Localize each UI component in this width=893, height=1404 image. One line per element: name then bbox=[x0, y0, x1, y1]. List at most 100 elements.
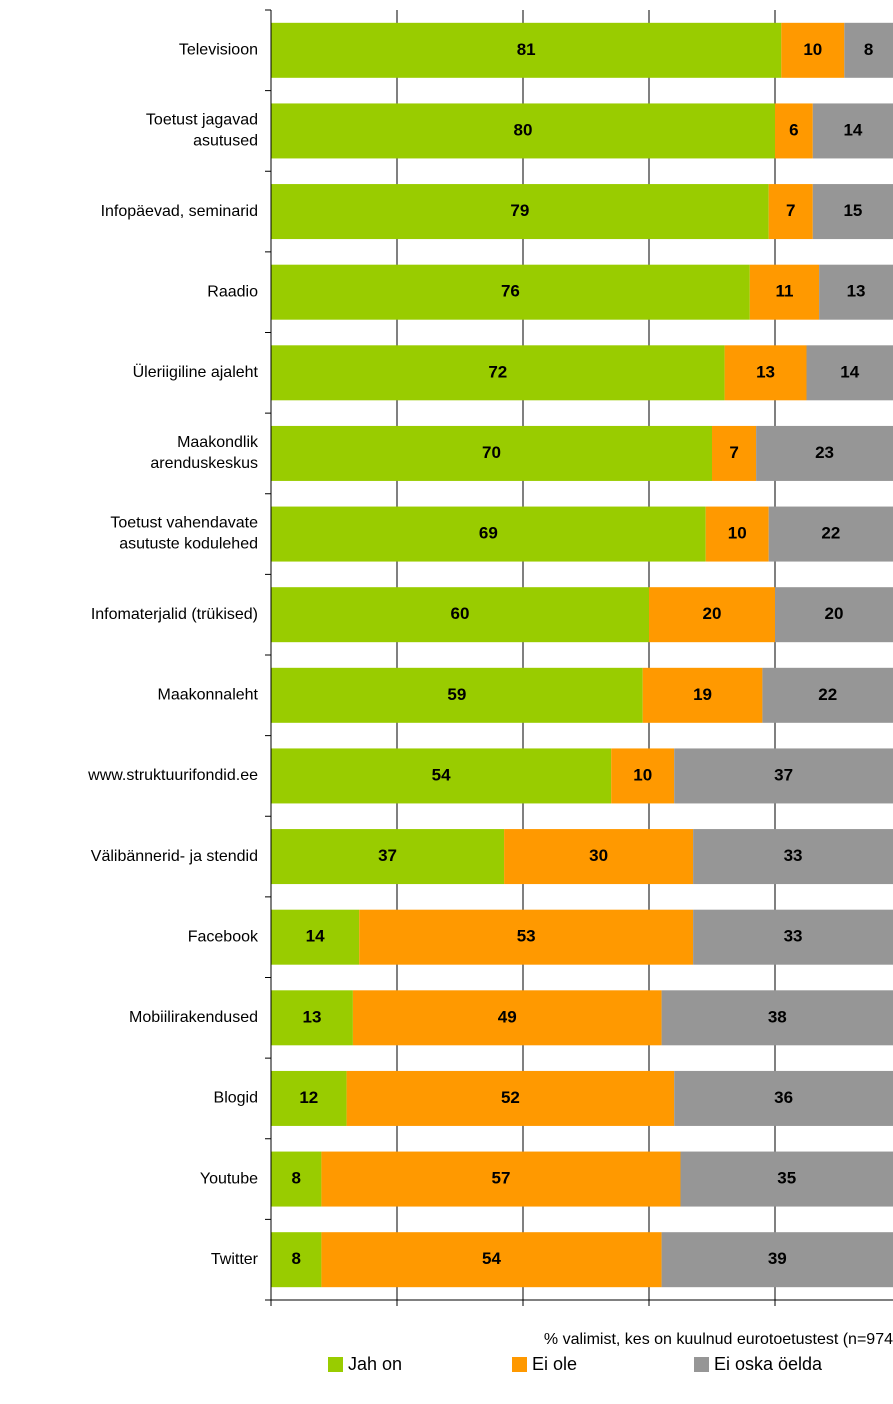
bar-segment bbox=[271, 748, 612, 804]
legend-swatch bbox=[328, 1357, 343, 1372]
value-label: 7 bbox=[729, 443, 738, 462]
bar-segment bbox=[674, 1070, 893, 1126]
value-label: 37 bbox=[774, 765, 793, 784]
bar-segment bbox=[806, 345, 893, 401]
value-label: 7 bbox=[786, 201, 795, 220]
bar-segment bbox=[775, 103, 813, 159]
value-label: 15 bbox=[843, 201, 862, 220]
value-label: 76 bbox=[501, 282, 520, 301]
y-tick-label: Blogid bbox=[214, 1090, 258, 1107]
value-label: 57 bbox=[491, 1169, 510, 1188]
bar-segment bbox=[661, 990, 893, 1046]
value-label: 13 bbox=[302, 1007, 321, 1026]
value-label: 12 bbox=[299, 1088, 318, 1107]
bar-segment bbox=[693, 829, 893, 885]
bar-segment bbox=[768, 506, 893, 562]
value-label: 14 bbox=[840, 362, 859, 381]
value-label: 8 bbox=[291, 1249, 300, 1268]
bar-segment bbox=[768, 184, 813, 240]
bar-segment bbox=[321, 1151, 681, 1207]
value-label: 14 bbox=[843, 120, 862, 139]
bar-segment bbox=[504, 829, 694, 885]
value-label: 81 bbox=[517, 40, 536, 59]
bar-segment bbox=[819, 264, 893, 320]
bar-segment bbox=[812, 103, 893, 159]
value-label: 54 bbox=[432, 765, 451, 784]
y-tick-label: Mobiilirakendused bbox=[129, 1009, 258, 1026]
value-label: 79 bbox=[510, 201, 529, 220]
bar-segment bbox=[712, 425, 757, 481]
legend-swatch bbox=[694, 1357, 709, 1372]
value-label: 39 bbox=[768, 1249, 787, 1268]
bar-segment bbox=[812, 184, 893, 240]
value-label: 30 bbox=[589, 846, 608, 865]
bar-segment bbox=[271, 1151, 322, 1207]
bar-segment bbox=[271, 1232, 322, 1288]
bar-segment bbox=[762, 667, 893, 723]
value-label: 22 bbox=[821, 524, 840, 543]
y-tick-label: Toetust vahendavate asutuste kodulehed bbox=[110, 515, 258, 553]
bar-segment bbox=[661, 1232, 893, 1288]
value-label: 59 bbox=[447, 685, 466, 704]
value-label: 10 bbox=[728, 524, 747, 543]
bar-segment bbox=[724, 345, 807, 401]
value-label: 36 bbox=[774, 1088, 793, 1107]
bar-segment bbox=[844, 22, 893, 78]
bar-segment bbox=[271, 184, 769, 240]
bar-segment bbox=[271, 103, 775, 159]
y-tick-label: Infopäevad, seminarid bbox=[101, 203, 258, 220]
legend-label: Ei ole bbox=[532, 1354, 577, 1374]
legend-label: Ei oska öelda bbox=[714, 1354, 823, 1374]
value-label: 70 bbox=[482, 443, 501, 462]
bar-segment bbox=[271, 1070, 347, 1126]
bar-segment bbox=[271, 587, 649, 643]
y-tick-label: Facebook bbox=[188, 928, 259, 945]
y-tick-label: Maakondlik arenduskeskus bbox=[150, 434, 259, 472]
value-label: 38 bbox=[768, 1007, 787, 1026]
value-label: 19 bbox=[693, 685, 712, 704]
bar-segment bbox=[352, 990, 662, 1046]
value-label: 8 bbox=[864, 40, 873, 59]
value-label: 23 bbox=[815, 443, 834, 462]
y-tick-label: Maakonnaleht bbox=[157, 687, 258, 704]
bar-segment bbox=[611, 748, 675, 804]
x-axis-label: % valimist, kes on kuulnud eurotoetustes… bbox=[544, 1331, 893, 1348]
bar-segment bbox=[346, 1070, 675, 1126]
value-label: 37 bbox=[378, 846, 397, 865]
y-tick-label: Välibännerid- ja stendid bbox=[91, 848, 258, 865]
value-label: 33 bbox=[784, 846, 803, 865]
value-label: 54 bbox=[482, 1249, 501, 1268]
value-label: 6 bbox=[789, 120, 798, 139]
bar-segment bbox=[271, 425, 712, 481]
bar-segment bbox=[271, 506, 706, 562]
bar-segment bbox=[321, 1232, 662, 1288]
y-tick-label: Televisioon bbox=[179, 42, 258, 59]
value-label: 49 bbox=[498, 1007, 517, 1026]
value-label: 22 bbox=[818, 685, 837, 704]
bar-segment bbox=[271, 667, 643, 723]
bar-segment bbox=[271, 909, 360, 965]
bar-segment bbox=[359, 909, 694, 965]
bar-segment bbox=[642, 667, 763, 723]
bar-segment bbox=[674, 748, 893, 804]
value-label: 20 bbox=[703, 604, 722, 623]
y-tick-label: www.struktuurifondid.ee bbox=[87, 767, 258, 784]
bar-segment bbox=[705, 506, 769, 562]
y-tick-label: Twitter bbox=[211, 1251, 259, 1268]
bar-segment bbox=[271, 22, 782, 78]
y-tick-label: Üleriigiline ajaleht bbox=[133, 363, 259, 381]
bar-segment bbox=[649, 587, 775, 643]
y-tick-label: Infomaterjalid (trükised) bbox=[91, 606, 258, 623]
bar-segment bbox=[756, 425, 893, 481]
value-label: 10 bbox=[803, 40, 822, 59]
y-tick-label: Youtube bbox=[200, 1170, 258, 1187]
value-label: 35 bbox=[777, 1169, 796, 1188]
value-label: 72 bbox=[488, 362, 507, 381]
bar-segment bbox=[271, 345, 725, 401]
value-label: 80 bbox=[514, 120, 533, 139]
bar-segment bbox=[781, 22, 845, 78]
value-label: 20 bbox=[825, 604, 844, 623]
bar-segment bbox=[749, 264, 820, 320]
value-label: 69 bbox=[479, 524, 498, 543]
